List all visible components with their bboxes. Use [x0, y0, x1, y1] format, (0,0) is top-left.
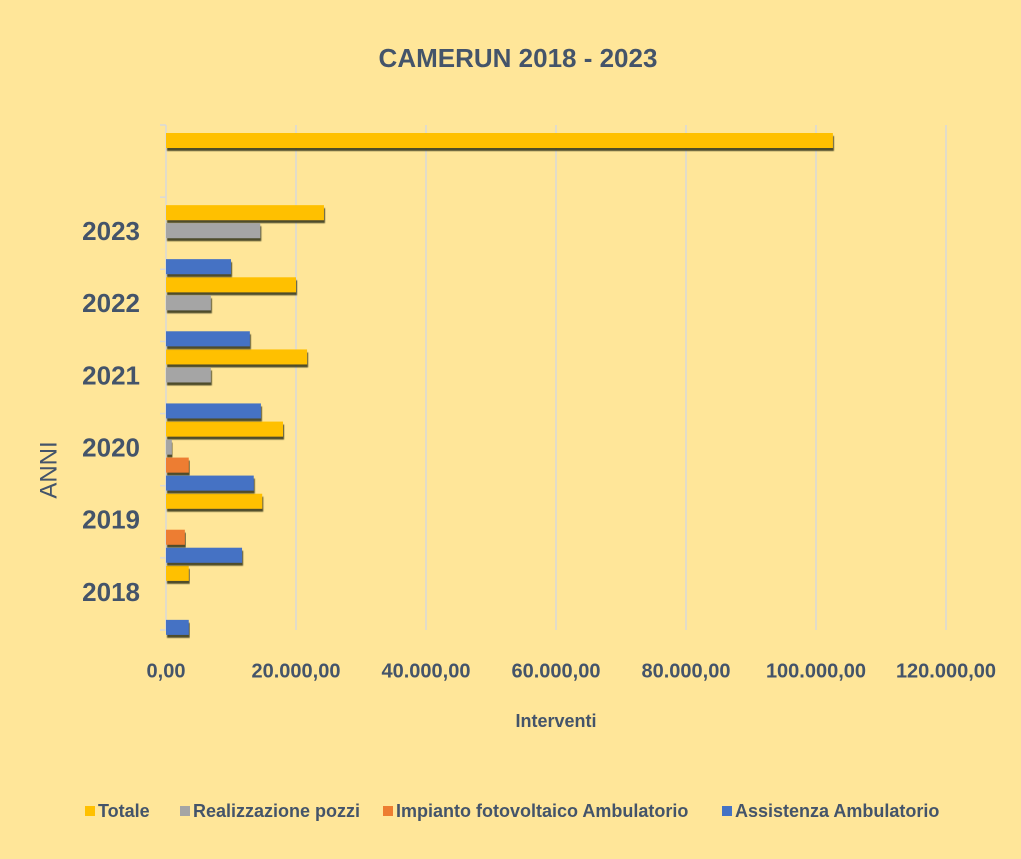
bar	[166, 223, 261, 239]
bar	[166, 619, 189, 635]
legend-label: Assistenza Ambulatorio	[735, 801, 939, 821]
x-tick-label: 80.000,00	[642, 660, 731, 682]
legend-label: Realizzazione pozzi	[193, 801, 360, 821]
legend-label: Totale	[98, 801, 150, 821]
bar	[166, 439, 172, 455]
legend-swatch	[383, 806, 393, 816]
y-tick-label: 2020	[82, 433, 140, 463]
legend-swatch	[180, 806, 190, 816]
x-tick-label: 100.000,00	[766, 660, 866, 682]
x-tick-label: 40.000,00	[382, 660, 471, 682]
chart-title: CAMERUN 2018 - 2023	[379, 43, 658, 73]
bar	[166, 565, 189, 581]
y-tick-label: 2018	[82, 577, 140, 607]
bar	[166, 475, 254, 491]
legend-label: Impianto fotovoltaico Ambulatorio	[396, 801, 688, 821]
bar	[166, 547, 243, 563]
legend-swatch	[722, 806, 732, 816]
x-tick-label: 120.000,00	[896, 660, 996, 682]
bar	[166, 493, 263, 509]
bar	[166, 421, 283, 437]
y-tick-label: 2023	[82, 216, 140, 246]
bar	[166, 205, 324, 221]
bar	[166, 295, 211, 311]
bar	[166, 403, 261, 419]
bar	[166, 277, 296, 293]
y-axis-label: ANNI	[35, 441, 62, 498]
x-axis-label: Interventi	[515, 711, 596, 731]
bar	[166, 259, 231, 275]
bar	[166, 349, 308, 365]
x-tick-label: 20.000,00	[252, 660, 341, 682]
bar	[166, 133, 833, 148]
legend-swatch	[85, 806, 95, 816]
y-tick-label: 2021	[82, 360, 140, 390]
y-tick-label: 2022	[82, 288, 140, 318]
bar	[166, 457, 189, 473]
bar	[166, 367, 211, 383]
x-tick-label: 60.000,00	[512, 660, 601, 682]
bar	[166, 529, 185, 545]
x-tick-label: 0,00	[147, 660, 186, 682]
bar	[166, 331, 250, 347]
y-tick-label: 2019	[82, 505, 140, 535]
